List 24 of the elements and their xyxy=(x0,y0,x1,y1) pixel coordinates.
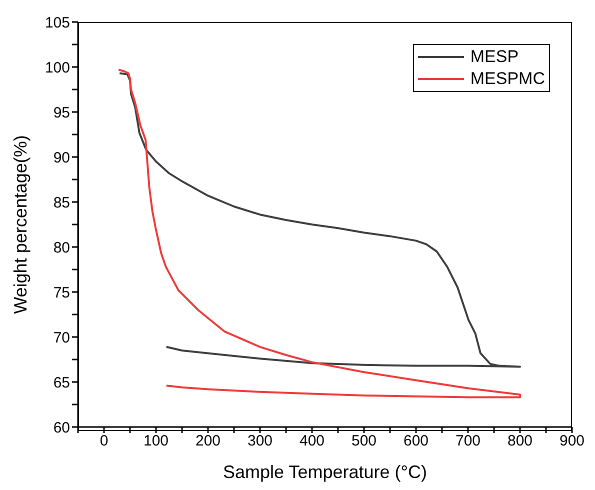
y-tick-label: 80 xyxy=(53,239,70,256)
y-tick-label: 100 xyxy=(44,59,70,76)
x-tick-label: 400 xyxy=(299,432,325,450)
y-tick-label: 105 xyxy=(44,14,70,32)
x-tick-label: 700 xyxy=(455,432,481,450)
x-tick-label: 100 xyxy=(143,432,169,450)
x-tick-label: 200 xyxy=(195,432,221,450)
y-tick-label: 75 xyxy=(53,284,70,302)
x-tick-label: 0 xyxy=(100,432,108,450)
x-tick-label: 500 xyxy=(351,432,377,450)
y-axis-title: Weight percentage(%) xyxy=(10,135,30,314)
y-tick-label: 90 xyxy=(53,149,70,166)
y-tick-label: 65 xyxy=(53,374,70,392)
y-tick-label: 60 xyxy=(53,419,70,436)
x-tick-label: 600 xyxy=(403,432,429,450)
legend-label: MESP xyxy=(470,46,519,68)
y-tick-label: 95 xyxy=(53,104,70,122)
legend-label: MESPMC xyxy=(470,68,545,90)
x-tick-label: 900 xyxy=(559,432,585,450)
y-tick-label: 70 xyxy=(53,329,70,346)
x-axis-title: Sample Temperature (°C) xyxy=(223,462,427,482)
x-tick-label: 300 xyxy=(247,432,273,450)
y-tick-label: 85 xyxy=(53,194,70,212)
x-tick-label: 800 xyxy=(507,432,533,450)
